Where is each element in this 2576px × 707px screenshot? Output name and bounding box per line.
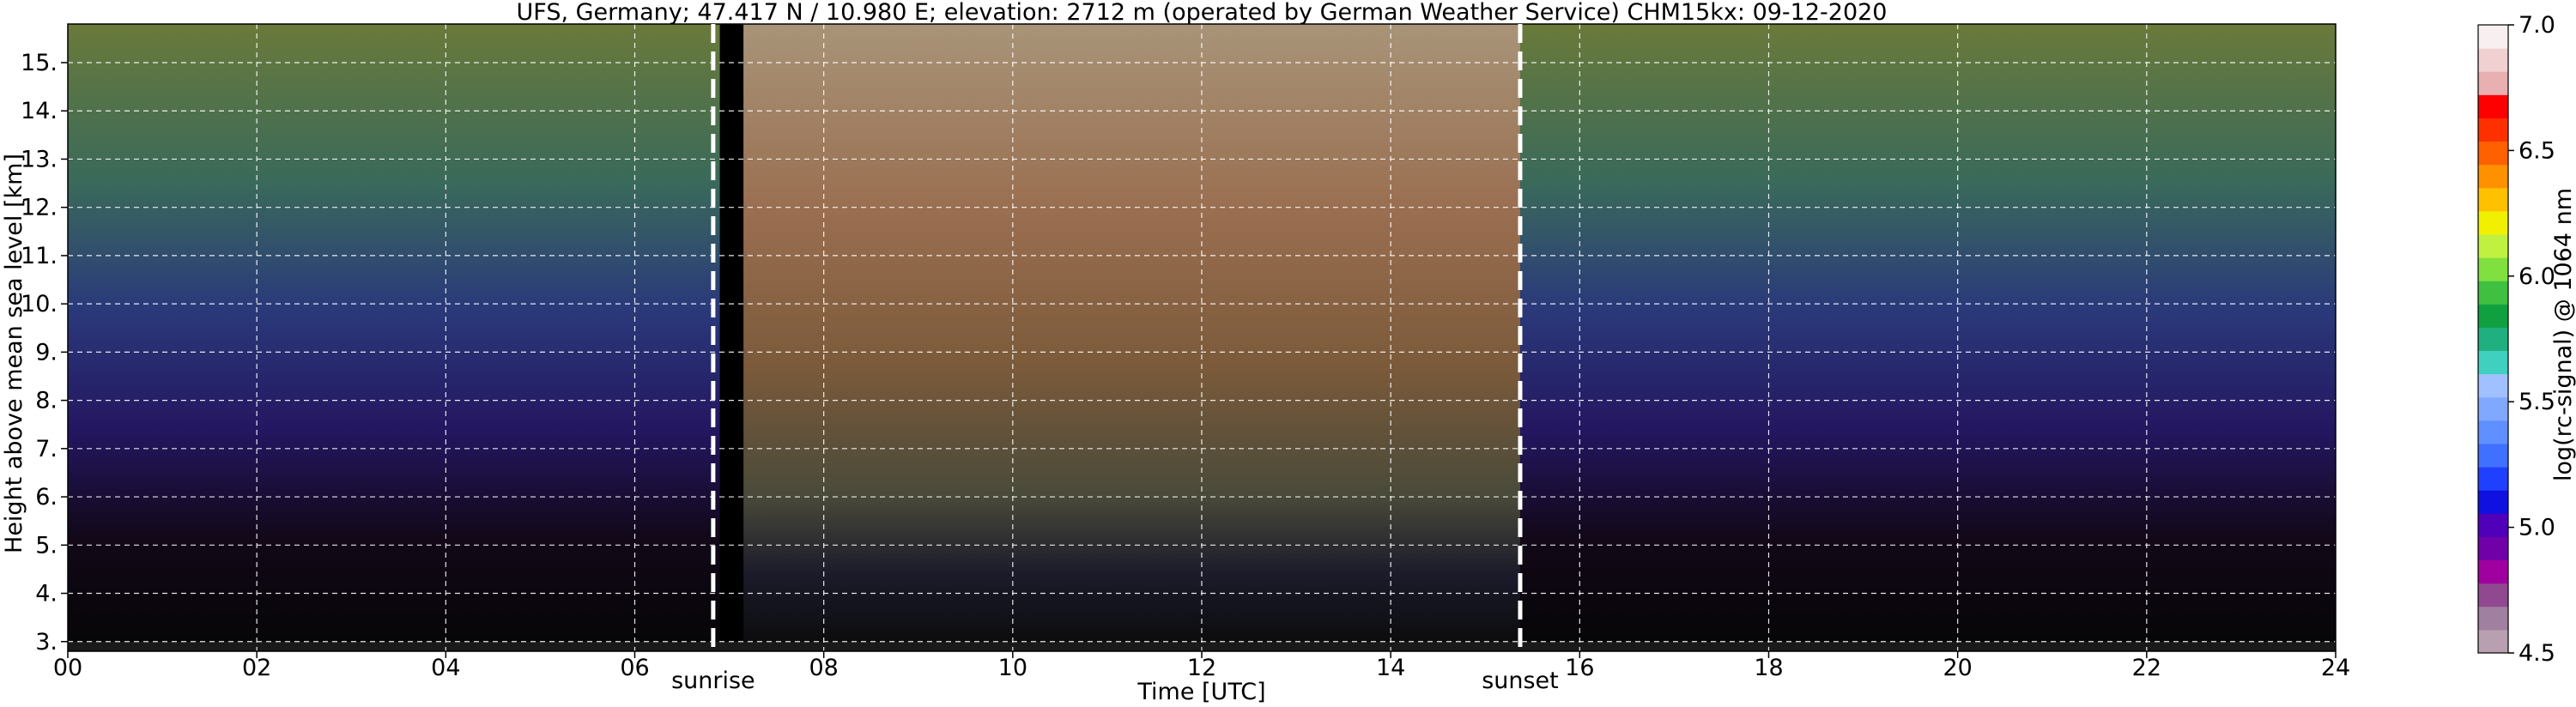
y-axis-label: Height above mean sea level [km] [1, 154, 27, 553]
colorbar-swatch [2478, 257, 2508, 281]
y-tick-label: 13. [21, 146, 58, 172]
colorbar-swatch [2478, 467, 2508, 491]
x-axis: 00 02 04 06 08 10 12 14 16 18 20 22 24 [53, 651, 2350, 681]
grid [68, 24, 2336, 651]
y-tick-label: 8. [35, 388, 58, 414]
daytime-background [743, 24, 1520, 651]
x-tick-label: 16 [1565, 655, 1594, 681]
colorbar-swatch [2478, 25, 2508, 49]
y-tick-label: 14. [21, 98, 58, 124]
y-tick-label: 7. [35, 436, 58, 462]
colorbar-tick-label: 4.5 [2518, 640, 2555, 667]
colorbar-tick-label: 6.5 [2518, 137, 2555, 164]
sun-markers: sunrise sunset [671, 24, 1559, 694]
colorbar-swatch [2478, 304, 2508, 328]
colorbar-swatch [2478, 490, 2508, 514]
marker-label-sunset: sunset [1482, 668, 1559, 694]
colorbar-tick-label: 5.0 [2518, 515, 2555, 541]
x-tick-label: 08 [809, 655, 838, 681]
colorbar-frame [2477, 24, 2509, 654]
x-tick-label: 12 [1187, 655, 1216, 681]
colorbar-swatch [2478, 629, 2508, 654]
colorbar-label: log(rc-signal) @ 1064 nm [2550, 188, 2576, 481]
x-tick-label: 06 [620, 655, 649, 681]
colorbar-swatch [2478, 164, 2508, 189]
y-tick-label: 12. [21, 195, 58, 221]
x-tick-label: 18 [1754, 655, 1783, 681]
y-tick-label: 3. [35, 629, 58, 656]
colorbar-swatch [2478, 350, 2508, 375]
colorbar-swatch [2478, 396, 2508, 421]
colorbar-tick-label: 7.0 [2518, 12, 2555, 39]
colorbar-swatch [2478, 48, 2508, 72]
y-tick-label: 9. [35, 339, 58, 366]
surface-signal-band [68, 641, 2336, 651]
x-tick-label: 14 [1376, 655, 1405, 681]
colorbar-swatch [2478, 373, 2508, 398]
colorbar-swatch [2478, 118, 2508, 142]
data-gap [719, 24, 744, 651]
x-axis-label: Time [UTC] [1136, 679, 1265, 705]
x-tick-label: 10 [998, 655, 1027, 681]
y-tick-label: 6. [35, 484, 58, 511]
colorbar-swatch [2478, 513, 2508, 537]
colorbar-swatch [2478, 559, 2508, 584]
colorbar-swatch [2478, 327, 2508, 352]
colorbar-swatch [2478, 606, 2508, 631]
colorbar-swatch [2478, 583, 2508, 607]
colorbar: 4.5 5.0 5.5 6.0 6.5 7.0 [2477, 12, 2555, 667]
chart-title: UFS, Germany; 47.417 N / 10.980 E; eleva… [517, 0, 1888, 26]
colorbar-tick-label: 5.5 [2518, 389, 2555, 415]
x-tick-label: 04 [431, 655, 460, 681]
x-tick-label: 00 [53, 655, 82, 681]
y-tick-label: 11. [21, 243, 58, 269]
colorbar-swatch [2478, 281, 2508, 305]
colorbar-swatch [2478, 420, 2508, 444]
colorbar-tick-label: 6.0 [2518, 263, 2555, 290]
marker-label-sunrise: sunrise [671, 668, 755, 694]
colorbar-swatch [2478, 234, 2508, 258]
colorbar-swatch [2478, 444, 2508, 468]
y-axis: 3. 4. 5. 6. 7. 8. 9. 10. 11. 12. 13. 14. 15. [21, 50, 68, 656]
colorbar-swatch [2478, 210, 2508, 235]
y-tick-label: 5. [35, 532, 58, 559]
y-tick-label: 10. [21, 291, 58, 317]
x-tick-label: 22 [2132, 655, 2161, 681]
x-tick-label: 24 [2321, 655, 2350, 681]
colorbar-swatch [2478, 71, 2508, 95]
x-tick-label: 20 [1943, 655, 1972, 681]
colorbar-swatch [2478, 141, 2508, 166]
colorbar-swatch [2478, 94, 2508, 118]
colorbar-swatch [2478, 536, 2508, 561]
y-tick-label: 4. [35, 581, 58, 607]
plot-area [68, 24, 2336, 651]
x-tick-label: 02 [242, 655, 271, 681]
y-tick-label: 15. [21, 50, 58, 76]
colorbar-swatch [2478, 187, 2508, 212]
